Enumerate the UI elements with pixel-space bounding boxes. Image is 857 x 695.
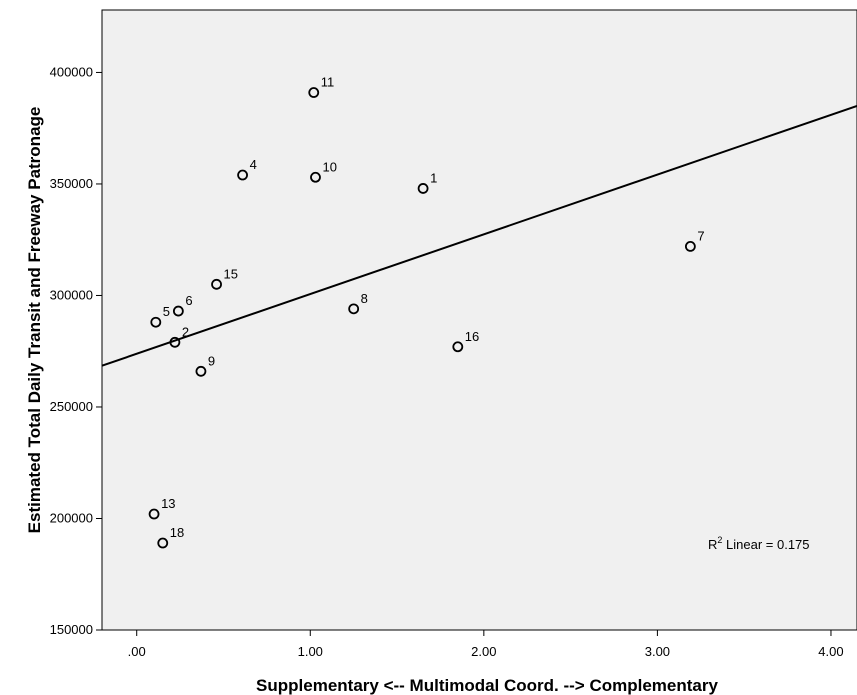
data-point [211,278,222,290]
data-point-label: 6 [185,293,192,308]
data-point-label: 10 [322,159,336,174]
r-squared-annotation: R2 Linear = 0.175 [708,535,810,552]
data-point-label: 11 [321,75,335,90]
y-tick-label: 400000 [50,64,93,79]
data-point [169,336,181,348]
data-point-label: 7 [697,228,704,243]
y-tick-label: 150000 [50,622,93,637]
x-tick-label: 3.00 [645,644,670,659]
data-point [417,183,429,194]
data-point [308,87,320,98]
data-point [684,241,696,252]
x-tick-label: 2.00 [471,644,496,659]
y-tick-label: 200000 [50,510,93,525]
x-axis: .00 1.00 2.00 3.00 4.00 [128,630,844,659]
data-point [148,508,160,520]
y-axis: 150000 200000 250000 300000 350000 400000 [50,64,102,637]
data-point [150,316,162,328]
r2-superscript: 2 [717,535,722,545]
data-point [452,341,464,353]
data-points: 1 2 4 56 7 8 9 10 11 13 15 16 18 [148,75,705,549]
data-point-label: 13 [161,496,175,511]
data-point-label: 1 [430,170,437,185]
data-point-label: 9 [208,353,215,368]
data-point-label: 18 [170,525,184,540]
data-point [172,305,184,317]
data-point-label: 16 [465,329,479,344]
y-tick-label: 250000 [50,399,93,414]
r2-text: Linear = 0.175 [722,537,809,552]
data-point [310,171,321,183]
x-tick-label: 4.00 [818,644,843,659]
r2-prefix: R [708,537,717,552]
y-tick-label: 300000 [50,287,93,302]
data-point [237,169,248,181]
data-point-label: 5 [163,304,170,319]
data-point [195,365,207,377]
y-tick-label: 350000 [50,176,93,191]
x-axis-title: Supplementary <-- Multimodal Coord. --> … [256,676,718,695]
data-point [157,537,169,549]
plot-area [101,9,857,631]
data-point-label: 8 [361,291,368,306]
data-point [348,303,360,315]
x-tick-label: .00 [128,644,146,659]
data-point-label: 2 [182,324,189,339]
x-tick-label: 1.00 [298,644,323,659]
y-axis-title: Estimated Total Daily Transit and Freewa… [25,107,44,534]
linear-fit-line [101,104,857,367]
data-point-label: 15 [224,266,238,281]
data-point-label: 4 [250,157,257,172]
